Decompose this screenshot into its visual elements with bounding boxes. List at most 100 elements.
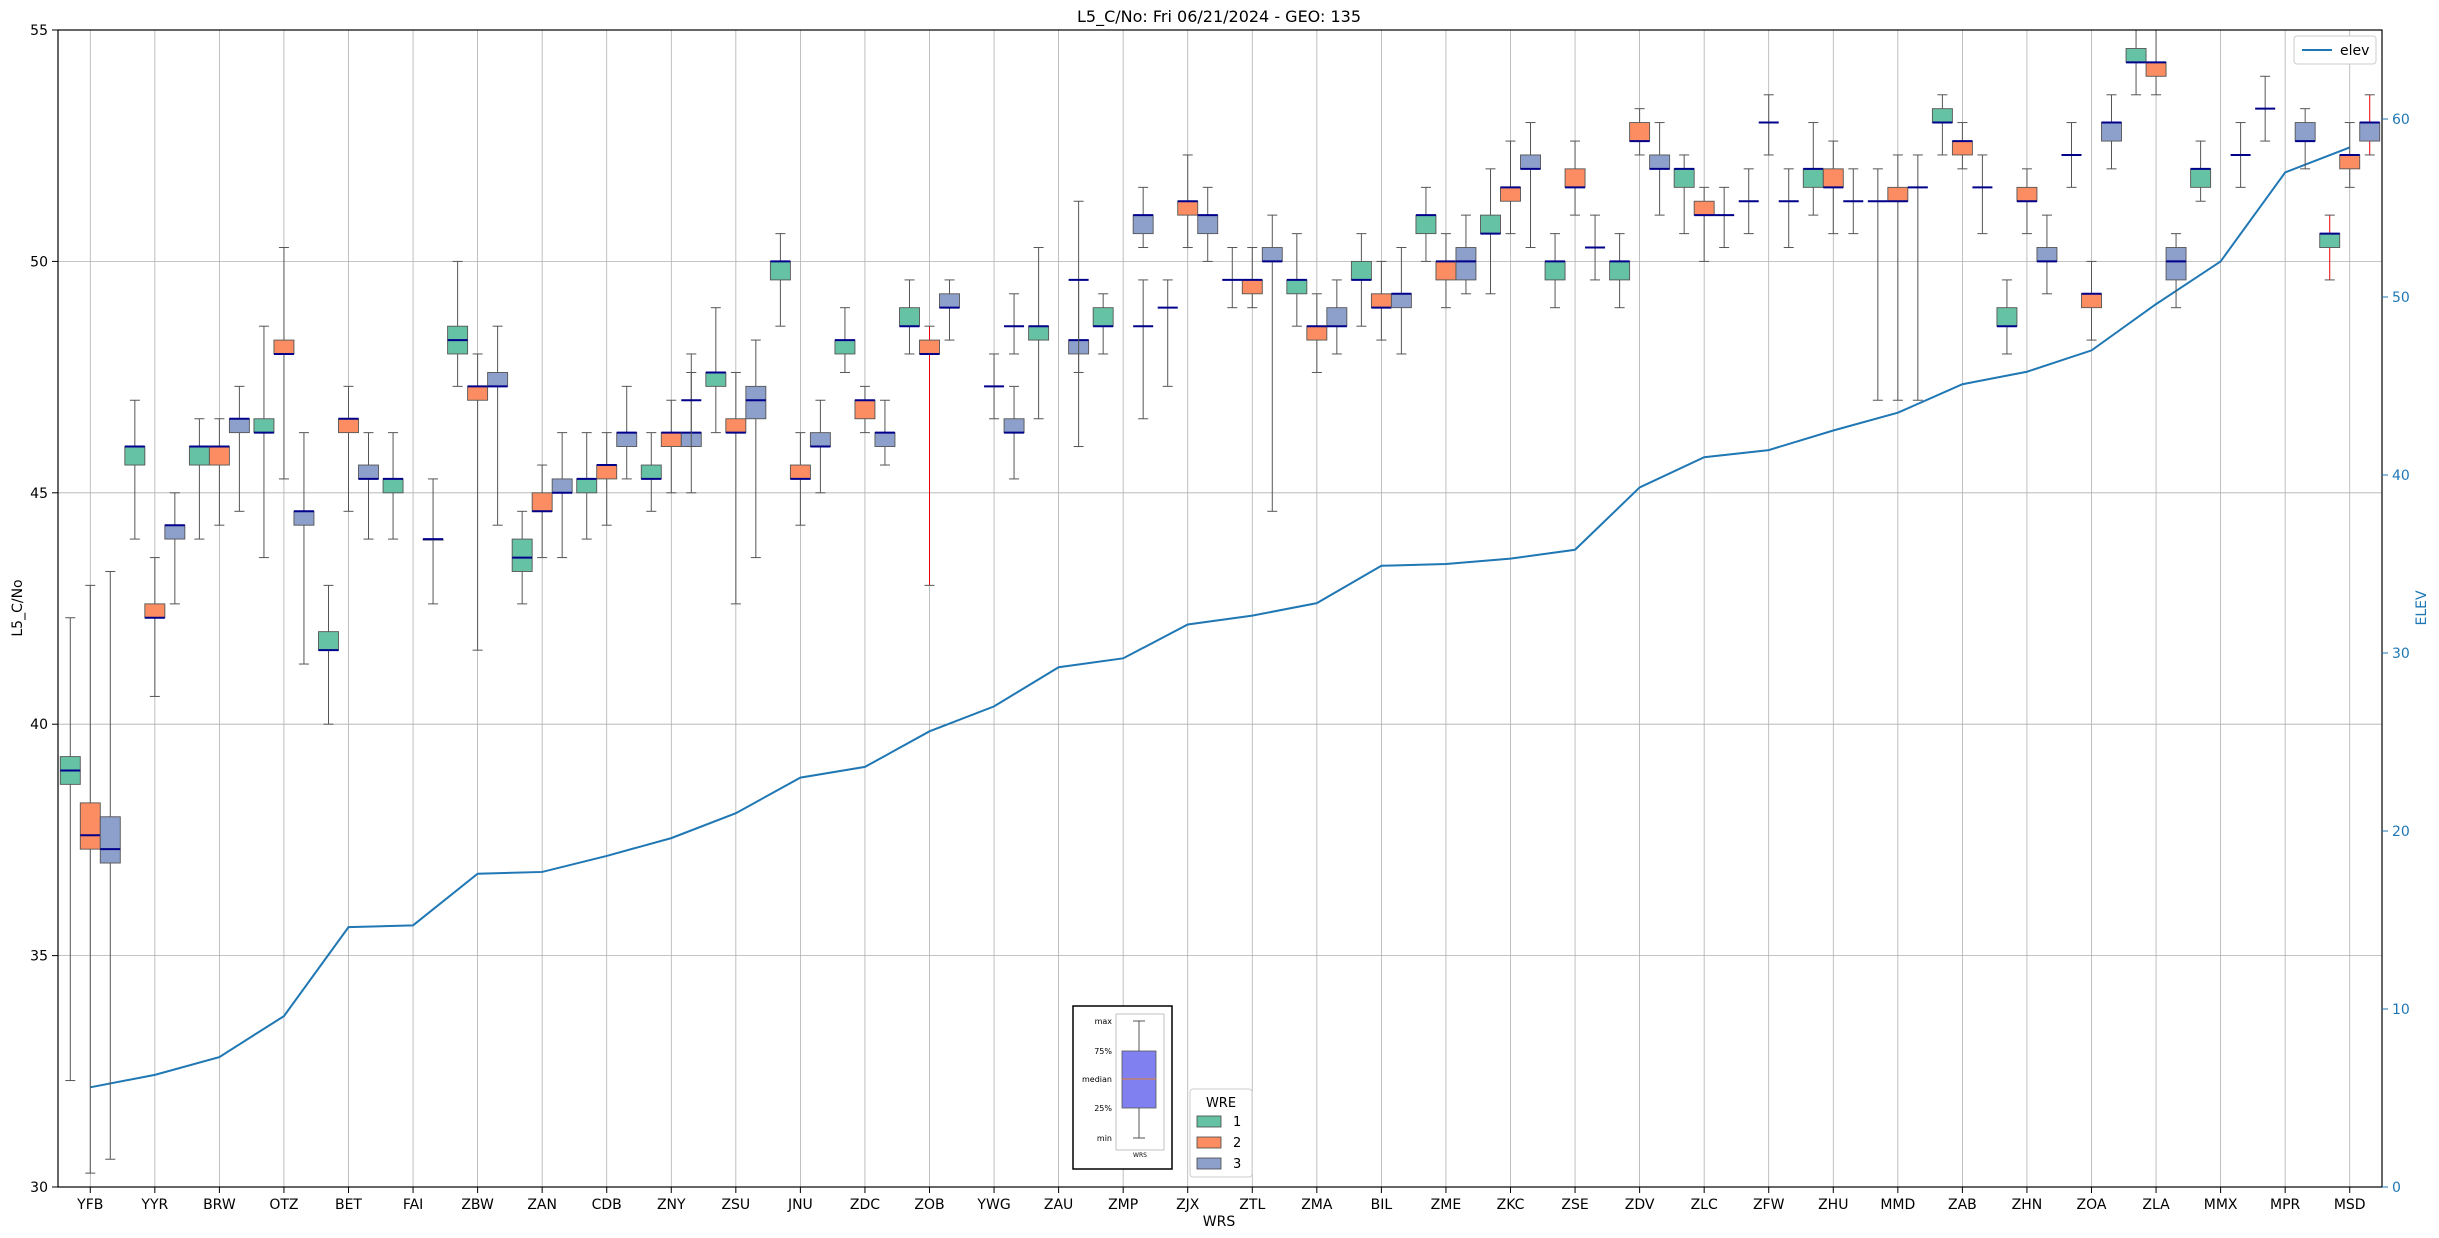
box-wre1-zau — [1028, 247, 1050, 420]
box-wre2-cdb — [596, 432, 618, 526]
boxplot-key-xlabel: WRS — [1133, 1152, 1147, 1159]
box-wre1-bil — [1350, 233, 1372, 327]
iqr-box — [1564, 168, 1586, 188]
x-tick-label: ZOB — [914, 1197, 944, 1213]
wre-legend: WRE 1 2 3 — [1189, 1088, 1253, 1178]
box-wre1-zdc — [834, 307, 856, 373]
box-wre1-zkc — [1480, 168, 1501, 295]
box-wre3-bet — [358, 432, 379, 540]
box-wre3-zsu — [745, 339, 767, 559]
x-tick-label: YWG — [976, 1197, 1010, 1213]
iqr-box — [1435, 260, 1457, 281]
x-axis-label: WRS — [1203, 1214, 1236, 1230]
y2-tick-label: 60 — [2392, 112, 2410, 128]
box-wre3-zla — [2165, 233, 2187, 309]
box-wre2-brw — [208, 418, 230, 526]
iqr-box — [1455, 247, 1477, 281]
iqr-box — [531, 492, 553, 512]
box-wre2-zoa — [2081, 260, 2102, 341]
box-wre2-otz — [273, 247, 295, 480]
flat-box-wre1-zfw — [1738, 168, 1759, 235]
iqr-box — [1629, 122, 1651, 142]
box-wre1-fai — [382, 432, 404, 540]
iqr-box — [1003, 418, 1025, 434]
box-wre1-zme — [1415, 186, 1437, 262]
elev-legend: elev — [2293, 35, 2377, 65]
x-tick-label: YFB — [76, 1197, 103, 1213]
flat-box-wre1-mpr — [2255, 75, 2276, 142]
y-tick-label: 40 — [30, 717, 48, 733]
iqr-box — [1261, 247, 1283, 262]
box-wre2-zbw — [467, 353, 489, 651]
box-wre1-zhn — [1996, 279, 2018, 355]
grid-layer — [58, 29, 2382, 1188]
x-tick-label: OTZ — [269, 1197, 298, 1213]
box-wre3-zdc — [874, 399, 896, 466]
box-wre2-jnu — [789, 432, 811, 526]
iqr-box — [208, 446, 230, 466]
iqr-box — [660, 432, 682, 447]
iqr-box — [725, 418, 747, 434]
box-wre3-ywg — [1003, 385, 1025, 480]
x-tick-label: ZAU — [1044, 1197, 1073, 1213]
iqr-box — [1028, 325, 1050, 341]
y-tick-label: 45 — [30, 486, 48, 502]
x-tick-label: YYR — [140, 1197, 168, 1213]
iqr-box — [1931, 108, 1953, 124]
x-tick-label: ZAN — [527, 1197, 557, 1213]
box-wre3-bil — [1390, 247, 1412, 355]
iqr-box — [1286, 279, 1308, 295]
x-tick-label: CDB — [592, 1197, 622, 1213]
iqr-box — [188, 446, 210, 466]
box-layer — [59, 29, 2381, 1174]
box-wre2-zdv — [1629, 108, 1651, 156]
chart-title: L5_C/No: Fri 06/21/2024 - GEO: 135 — [1077, 7, 1361, 27]
iqr-box — [2016, 186, 2038, 202]
iqr-box — [1415, 214, 1437, 235]
box-wre1-zdv — [1609, 233, 1631, 309]
x-tick-label: ZSE — [1561, 1197, 1588, 1213]
y-axis-label: L5_C/No — [10, 579, 26, 636]
box-wre3-brw — [228, 385, 250, 512]
box-wre1-zma — [1286, 233, 1308, 327]
box-wre3-zdv — [1649, 122, 1671, 216]
box-wre2-bet — [338, 385, 359, 512]
box-wre1-zan — [511, 510, 533, 605]
iqr-box — [1197, 214, 1219, 235]
iqr-box — [1350, 260, 1372, 281]
iqr-box — [318, 631, 339, 651]
box-wre3-zme — [1455, 214, 1477, 295]
x-tick-label: BET — [335, 1197, 362, 1213]
x-tick-label: ZLA — [2142, 1197, 2170, 1213]
x-tick-label: BIL — [1371, 1197, 1393, 1213]
iqr-box — [382, 478, 404, 494]
iqr-box — [2190, 168, 2212, 188]
iqr-box — [2081, 293, 2102, 309]
iqr-box — [789, 464, 811, 480]
boxplot-key-label-max: max — [1095, 1017, 1113, 1026]
iqr-box — [273, 339, 295, 355]
iqr-box — [79, 802, 101, 850]
iqr-box — [939, 293, 960, 309]
iqr-box — [2125, 48, 2147, 63]
box-wre3-mpr — [2294, 108, 2316, 170]
iqr-box — [705, 372, 727, 387]
box-wre1-zsu — [705, 307, 727, 434]
box-wre1-zse — [1544, 233, 1566, 309]
iqr-box — [1326, 307, 1348, 327]
x-tick-label: MMD — [1880, 1197, 1915, 1213]
wre-legend-frame — [1189, 1088, 1253, 1178]
box-wre3-zjx — [1197, 186, 1219, 262]
iqr-box — [2339, 154, 2361, 170]
flat-box-wre3-mmx — [2230, 122, 2251, 188]
box-wre2-yfb — [79, 584, 101, 1174]
iqr-box — [467, 385, 489, 401]
box-wre3-msd — [2359, 94, 2381, 156]
flat-box-wre1-mmd — [1867, 168, 1888, 401]
flat-box-wre3-zlc — [1714, 186, 1735, 249]
x-tick-label: ZNY — [657, 1197, 686, 1213]
wre-legend-label-2: 2 — [1233, 1136, 1241, 1151]
box-wre2-yyr — [144, 557, 166, 697]
box-wre2-zny — [660, 399, 682, 494]
y2-tick-label: 40 — [2392, 468, 2410, 484]
